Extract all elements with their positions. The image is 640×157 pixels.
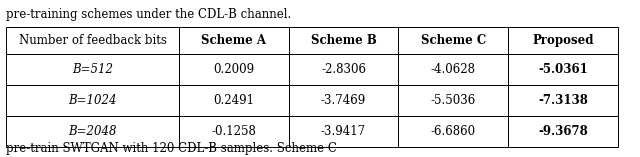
Bar (508, 27, 618, 54)
Text: -4.0628: -4.0628 (431, 63, 476, 76)
Text: -6.6860: -6.6860 (431, 125, 476, 138)
Bar (6, 27, 179, 54)
Text: -3.7469: -3.7469 (321, 94, 366, 107)
Text: 0.2491: 0.2491 (213, 94, 254, 107)
Bar (179, 27, 289, 54)
Bar (179, 116, 289, 147)
Text: Scheme A: Scheme A (201, 34, 266, 47)
Bar (6, 85, 179, 116)
Bar (289, 116, 398, 147)
Text: Scheme B: Scheme B (310, 34, 376, 47)
Text: B=512: B=512 (72, 63, 113, 76)
Bar (6, 116, 179, 147)
Bar (508, 54, 618, 85)
Text: pre-train SWTGAN with 120 CDL-B samples. Scheme C: pre-train SWTGAN with 120 CDL-B samples.… (6, 142, 337, 155)
Text: -5.0361: -5.0361 (538, 63, 588, 76)
Text: -7.3138: -7.3138 (538, 94, 588, 107)
Text: Number of feedback bits: Number of feedback bits (19, 34, 166, 47)
Bar (289, 54, 398, 85)
Text: -9.3678: -9.3678 (538, 125, 588, 138)
Text: -3.9417: -3.9417 (321, 125, 366, 138)
Bar (508, 85, 618, 116)
Bar (6, 54, 179, 85)
Text: pre-training schemes under the CDL-B channel.: pre-training schemes under the CDL-B cha… (6, 8, 292, 21)
Text: Scheme C: Scheme C (420, 34, 486, 47)
Bar (179, 85, 289, 116)
Text: B=2048: B=2048 (68, 125, 117, 138)
Bar (289, 85, 398, 116)
Bar (398, 116, 508, 147)
Text: B=1024: B=1024 (68, 94, 117, 107)
Bar (398, 27, 508, 54)
Text: 0.2009: 0.2009 (213, 63, 254, 76)
Text: Proposed: Proposed (532, 34, 594, 47)
Bar (179, 54, 289, 85)
Bar (289, 27, 398, 54)
Bar (508, 116, 618, 147)
Bar (398, 85, 508, 116)
Text: -5.5036: -5.5036 (431, 94, 476, 107)
Bar (398, 54, 508, 85)
Text: -0.1258: -0.1258 (211, 125, 256, 138)
Text: -2.8306: -2.8306 (321, 63, 366, 76)
